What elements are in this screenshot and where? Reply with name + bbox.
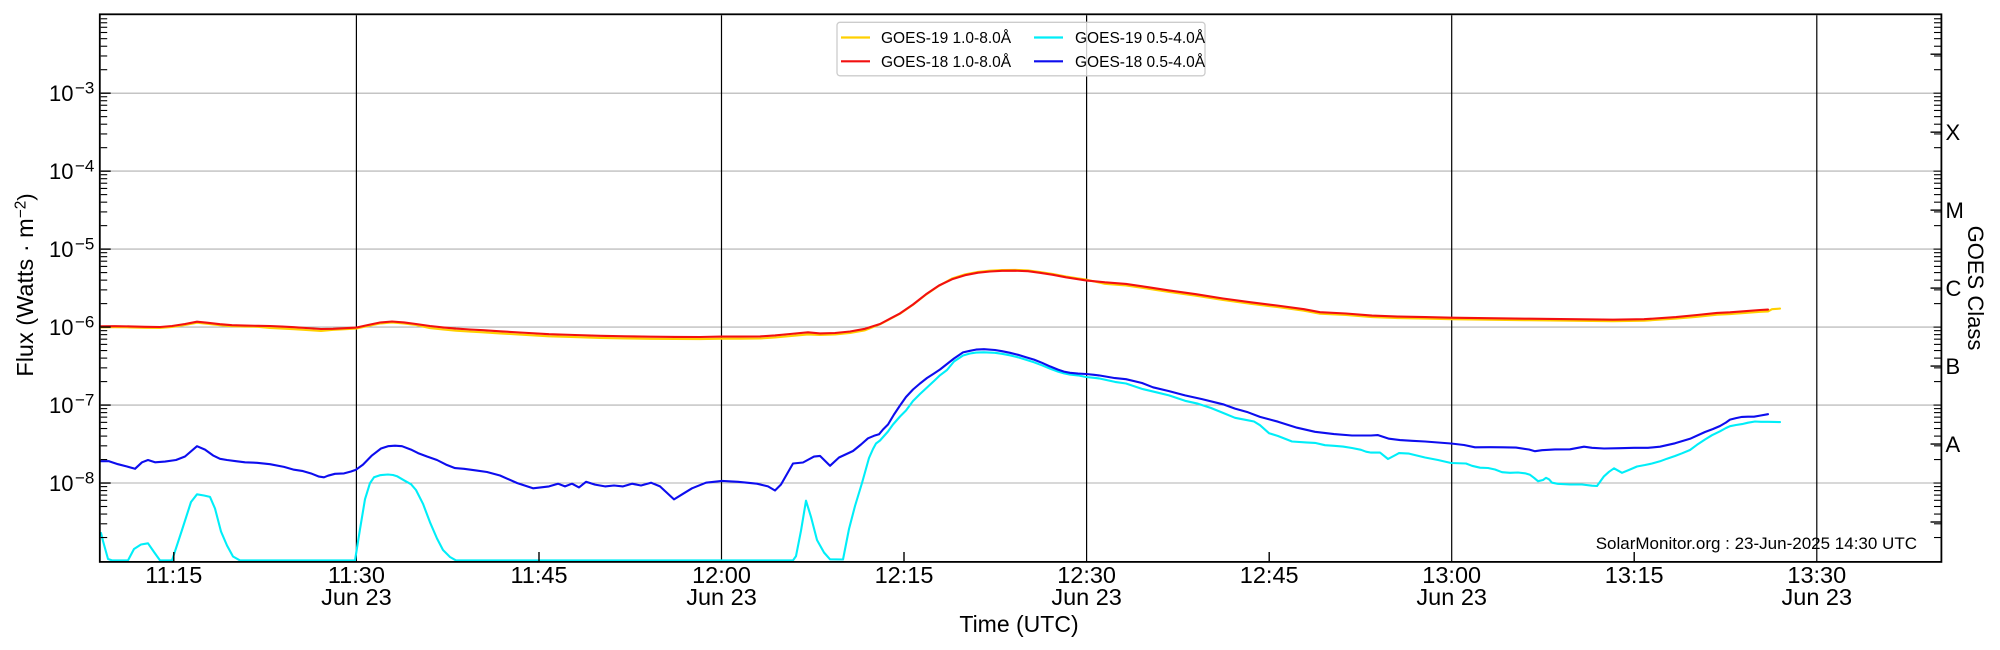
svg-text:SolarMonitor.org : 23-Jun-2025: SolarMonitor.org : 23-Jun-2025 14:30 UTC — [1596, 534, 1917, 553]
svg-text:10: 10 — [49, 393, 73, 418]
svg-text:Jun 23: Jun 23 — [1051, 584, 1122, 610]
svg-text:GOES Class: GOES Class — [1963, 226, 1988, 351]
svg-text:11:45: 11:45 — [510, 562, 567, 588]
svg-text:GOES-18 1.0-8.0Å: GOES-18 1.0-8.0Å — [881, 54, 1012, 71]
svg-text:GOES-19 1.0-8.0Å: GOES-19 1.0-8.0Å — [881, 30, 1012, 47]
svg-text:A: A — [1946, 432, 1961, 457]
svg-text:Jun 23: Jun 23 — [1782, 584, 1853, 610]
svg-text:−4: −4 — [75, 157, 94, 176]
svg-text:12:15: 12:15 — [875, 562, 934, 588]
svg-text:−3: −3 — [75, 79, 94, 98]
svg-text:X: X — [1946, 120, 1961, 145]
svg-text:Flux (Watts · m−2): Flux (Watts · m−2) — [12, 193, 38, 376]
svg-text:GOES-19 0.5-4.0Å: GOES-19 0.5-4.0Å — [1075, 30, 1206, 47]
svg-text:11:15: 11:15 — [145, 562, 202, 588]
svg-text:Jun 23: Jun 23 — [321, 584, 392, 610]
svg-text:B: B — [1946, 354, 1961, 379]
svg-text:10: 10 — [49, 159, 73, 184]
svg-text:M: M — [1946, 198, 1964, 223]
svg-text:−6: −6 — [75, 313, 94, 332]
svg-text:Jun 23: Jun 23 — [686, 584, 757, 610]
svg-text:Time (UTC): Time (UTC) — [959, 611, 1078, 637]
svg-text:13:15: 13:15 — [1605, 562, 1664, 588]
svg-text:11:30: 11:30 — [328, 562, 385, 588]
svg-text:10: 10 — [49, 315, 73, 340]
svg-text:10: 10 — [49, 471, 73, 496]
svg-text:13:30: 13:30 — [1787, 562, 1846, 588]
svg-text:−7: −7 — [75, 391, 94, 410]
svg-text:12:45: 12:45 — [1240, 562, 1299, 588]
svg-text:12:00: 12:00 — [692, 562, 751, 588]
svg-text:C: C — [1946, 276, 1962, 301]
svg-text:Jun 23: Jun 23 — [1416, 584, 1487, 610]
svg-text:13:00: 13:00 — [1422, 562, 1481, 588]
svg-text:−5: −5 — [75, 235, 94, 254]
svg-text:10: 10 — [49, 237, 73, 262]
svg-text:−8: −8 — [75, 469, 94, 488]
svg-text:10: 10 — [49, 81, 73, 106]
svg-text:12:30: 12:30 — [1057, 562, 1116, 588]
svg-text:GOES-18 0.5-4.0Å: GOES-18 0.5-4.0Å — [1075, 54, 1206, 71]
